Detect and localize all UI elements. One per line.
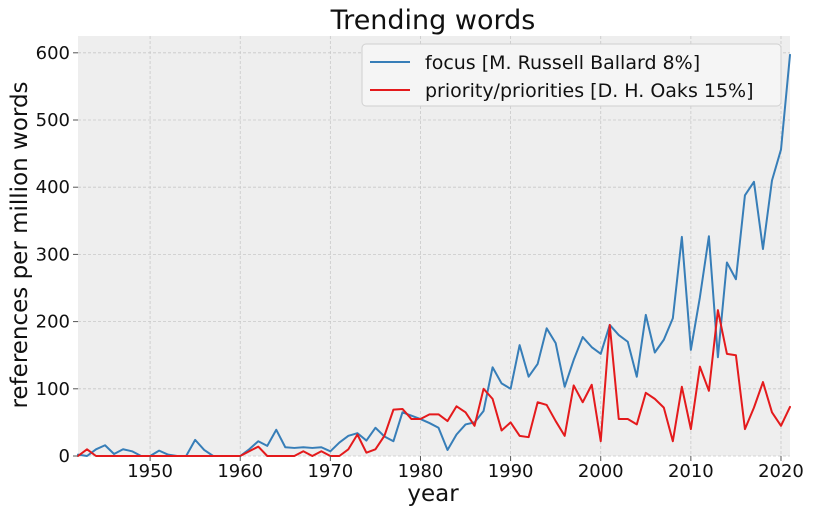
legend-label-focus: focus [M. Russell Ballard 8%] [425,52,700,74]
legend: focus [M. Russell Ballard 8%] priority/p… [361,43,782,107]
x-tick-label-2010: 2010 [668,461,714,482]
y-tick-label-300: 300 [36,244,70,265]
ticks: 1950 1960 1970 1980 1990 2000 2010 2020 0 100 200 3… [36,43,804,482]
series-layer [77,53,791,457]
x-tick-label-2000: 2000 [578,461,624,482]
y-axis-label: references per million words [7,81,33,408]
x-tick-label-1980: 1980 [398,461,444,482]
y-tick-label-100: 100 [36,379,70,400]
x-tick-label-1960: 1960 [217,461,263,482]
y-tick-label-400: 400 [36,177,70,198]
y-tick-label-500: 500 [36,110,70,131]
y-tick-label-600: 600 [36,43,70,64]
series-line-priority [77,309,791,457]
chart-title: Trending words [330,5,536,36]
legend-box [361,43,782,107]
x-tick-label-2020: 2020 [758,461,804,482]
y-tick-label-200: 200 [36,312,70,333]
x-tick-label-1990: 1990 [488,461,534,482]
legend-label-priority: priority/priorities [D. H. Oaks 15%] [425,80,754,102]
series-line-focus [77,53,791,457]
y-tick-label-0: 0 [59,446,70,467]
x-axis-label: year [407,481,459,507]
x-tick-label-1970: 1970 [307,461,353,482]
x-tick-label-1950: 1950 [127,461,173,482]
